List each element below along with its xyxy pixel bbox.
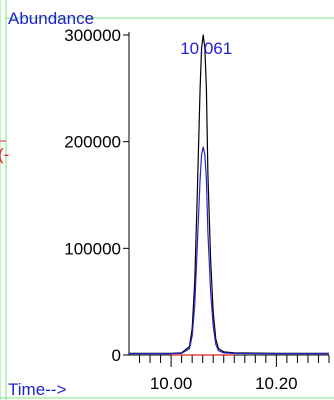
x-tick-label: 10.20: [255, 374, 298, 393]
peak-label: 10.061: [180, 39, 232, 58]
y-tick-label: 100000: [64, 239, 121, 258]
x-tick-label: 10.00: [150, 374, 193, 393]
y-ticks: 0 100000 200000 300000: [64, 26, 129, 365]
partial-label: (-: [0, 145, 9, 164]
series-line-total: [129, 34, 329, 354]
y-tick-label: 0: [112, 346, 121, 365]
y-tick-label: 200000: [64, 133, 121, 152]
x-ticks: 10.00 10.20: [139, 355, 330, 393]
y-tick-label: 300000: [64, 26, 121, 45]
x-axis-label: Time-->: [8, 380, 66, 399]
y-axis-label: Abundance: [8, 9, 94, 28]
series-layer: [129, 34, 329, 356]
series-line-ion: [129, 146, 329, 355]
